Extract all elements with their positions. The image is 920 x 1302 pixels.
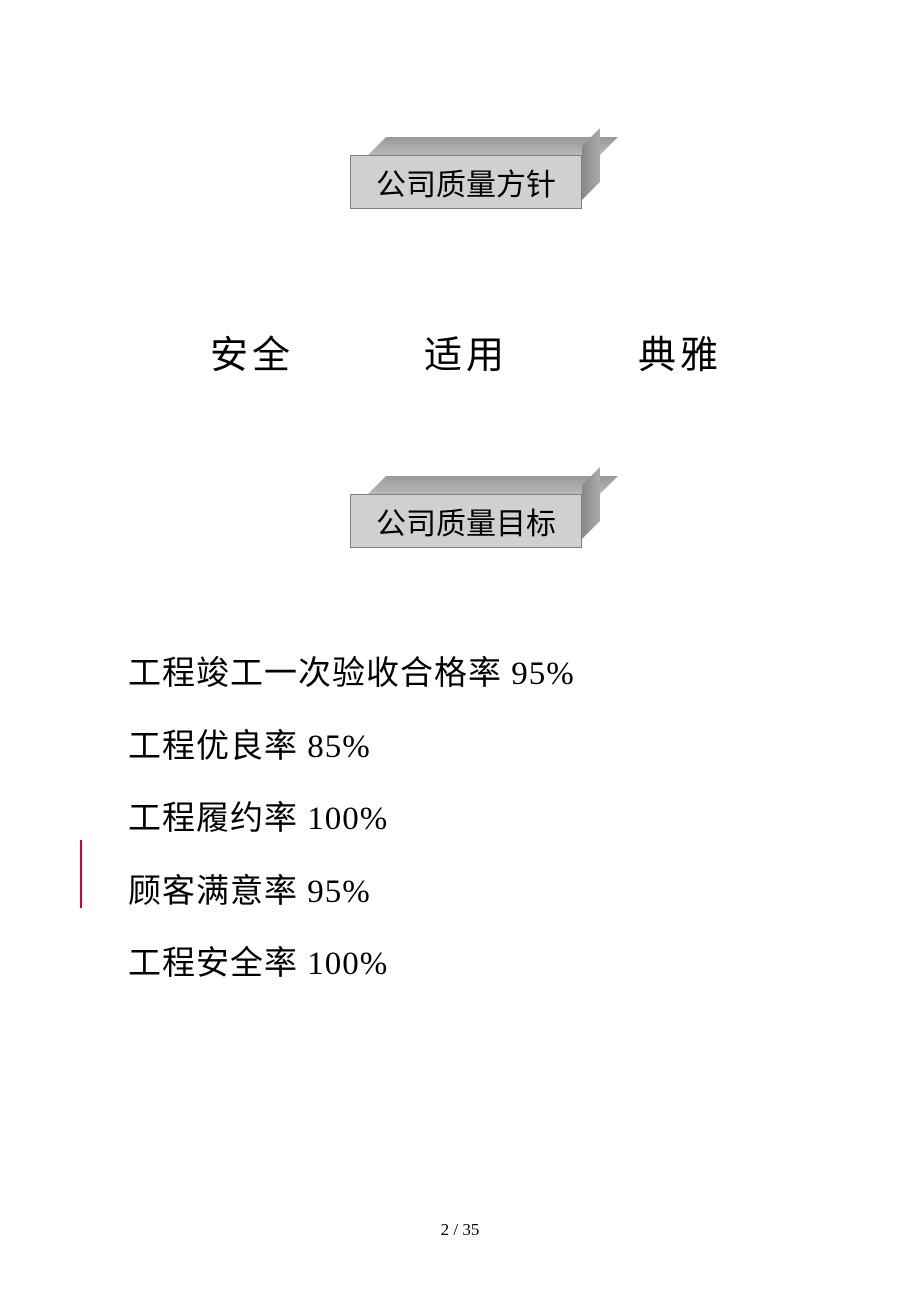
quality-policy-box: 公司质量方针 bbox=[350, 155, 582, 209]
target-line: 工程安全率 100% bbox=[128, 928, 800, 1001]
target-line: 工程优良率 85% bbox=[128, 711, 800, 784]
target-line: 工程竣工一次验收合格率 95% bbox=[128, 638, 800, 711]
box-front-face: 公司质量目标 bbox=[350, 494, 582, 548]
target-line: 工程履约率 100% bbox=[128, 783, 800, 856]
page-content: 公司质量方针 安全 适用 典雅 公司质量目标 工程竣工一次验收合格率 95% 工… bbox=[0, 0, 920, 1001]
targets-block: 工程竣工一次验收合格率 95% 工程优良率 85% 工程履约率 100% 顾客满… bbox=[120, 638, 800, 1001]
quality-target-label: 公司质量目标 bbox=[376, 499, 556, 543]
principle-item: 典雅 bbox=[638, 324, 722, 379]
box-2-wrapper: 公司质量目标 bbox=[120, 494, 800, 548]
page-footer: 2 / 35 bbox=[0, 1220, 920, 1240]
target-line: 顾客满意率 95% bbox=[128, 856, 800, 929]
quality-target-box: 公司质量目标 bbox=[350, 494, 582, 548]
box-front-face: 公司质量方针 bbox=[350, 155, 582, 209]
page-number: 2 / 35 bbox=[441, 1220, 480, 1239]
principle-item: 安全 bbox=[210, 324, 294, 379]
quality-policy-label: 公司质量方针 bbox=[376, 160, 556, 204]
revision-mark bbox=[80, 840, 82, 908]
principle-item: 适用 bbox=[424, 324, 508, 379]
box-top-face bbox=[368, 137, 618, 155]
principles-row: 安全 适用 典雅 bbox=[120, 324, 800, 379]
box-top-face bbox=[368, 476, 618, 494]
